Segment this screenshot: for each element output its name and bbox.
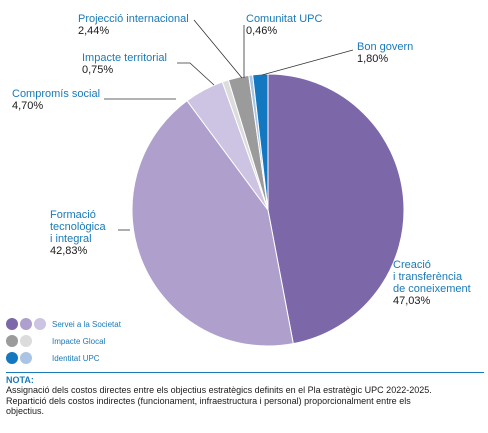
note-divider [6, 372, 484, 373]
slice-value-label: 2,44% [78, 25, 109, 37]
slice-value-label: 0,75% [82, 64, 113, 76]
slice-label: Formació [50, 209, 96, 221]
legend-swatch [20, 318, 32, 330]
legend-swatches [6, 352, 52, 364]
leader-line [193, 19, 243, 79]
legend-label: Servei a la Societat [52, 319, 121, 329]
legend-label: Impacte Glocal [52, 336, 106, 346]
slice-value-label: 0,46% [246, 25, 277, 37]
pie-slice [252, 73, 269, 211]
legend-swatch [20, 335, 32, 347]
slice-value-label: 1,80% [357, 53, 388, 65]
legend-swatches [6, 335, 52, 347]
slice-label: Compromís social [12, 88, 100, 100]
pie-slice [267, 73, 405, 345]
legend-swatch [34, 318, 46, 330]
legend-swatch [20, 352, 32, 364]
legend-item-identitat: Identitat UPC [6, 350, 121, 366]
legend-swatch [6, 335, 18, 347]
legend-item-glocal: Impacte Glocal [6, 333, 121, 349]
legend-swatches [6, 318, 52, 330]
legend-swatch [6, 318, 18, 330]
leader-line [261, 49, 354, 76]
pie-slice [131, 100, 294, 347]
slice-value-label: 42,83% [50, 245, 88, 257]
note-line: objectius. [6, 406, 45, 416]
legend-swatch [6, 352, 18, 364]
slice-label: Projecció internacional [78, 13, 189, 25]
legend-item-servei: Servei a la Societat [6, 316, 121, 332]
legend: Servei a la Societat Impacte Glocal Iden… [6, 316, 121, 366]
slice-label: Comunitat UPC [246, 13, 322, 25]
slice-label: Bon govern [357, 41, 413, 53]
note-line: Assignació dels costos directes entre el… [6, 385, 432, 395]
note: NOTA: Assignació dels costos directes en… [6, 372, 484, 417]
leader-line [177, 62, 215, 86]
slice-label: Impacte territorial [82, 52, 167, 64]
note-line: Repartició dels costos indirectes (funci… [6, 395, 411, 406]
note-title: NOTA: [6, 375, 34, 385]
slice-label: de coneixement [393, 283, 471, 295]
slice-label: i integral [50, 233, 92, 245]
slice-label: i transferència [393, 271, 463, 283]
slice-value-label: 4,70% [12, 100, 43, 112]
slice-label: Creació [393, 259, 431, 271]
slice-value-label: 47,03% [393, 295, 431, 307]
slice-label: tecnològica [50, 221, 107, 233]
legend-label: Identitat UPC [52, 353, 100, 363]
